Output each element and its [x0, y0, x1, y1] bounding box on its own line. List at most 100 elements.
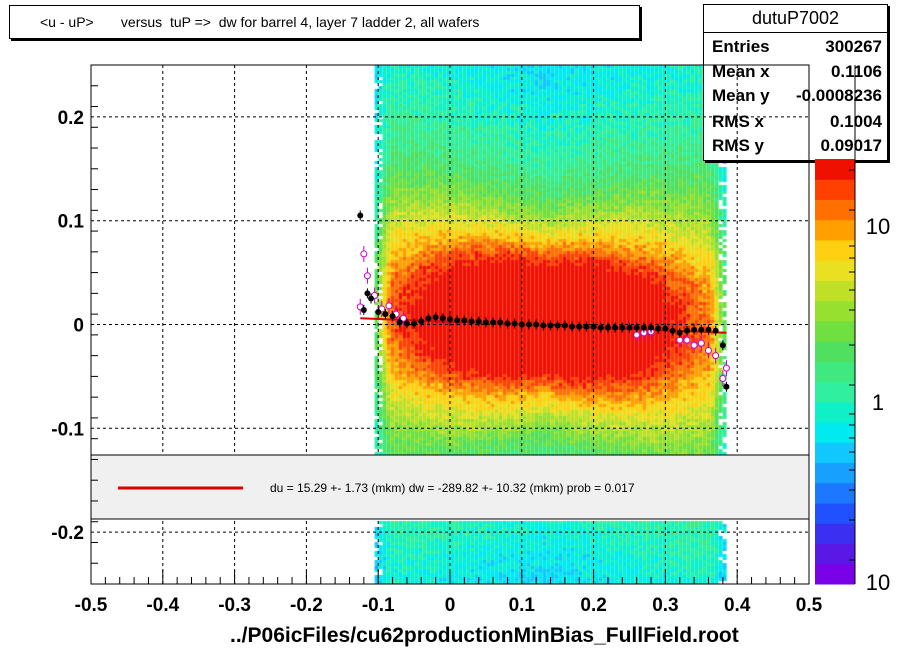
black-point: [454, 317, 461, 324]
black-point: [525, 321, 532, 328]
legend: du = 15.29 +- 1.73 (mkm) dw = -289.82 +-…: [90, 454, 810, 520]
black-point: [576, 323, 583, 330]
magenta-point: [722, 364, 730, 372]
colorbar-segment: [815, 320, 855, 342]
colorbar-segment: [815, 442, 855, 464]
black-point: [518, 321, 525, 328]
black-point: [368, 295, 375, 302]
black-point: [590, 323, 597, 330]
black-point: [418, 318, 425, 325]
black-point: [439, 315, 446, 322]
colorbar-segment: [815, 159, 855, 180]
black-point: [375, 309, 382, 316]
y-tick-label: -0.1: [51, 419, 84, 440]
legend-fit-text: du = 15.29 +- 1.73 (mkm) dw = -289.82 +-…: [270, 481, 635, 495]
plot-title: <u - uP> versus tuP => dw for barrel 4, …: [40, 14, 480, 30]
stats-name: dutuP7002: [751, 8, 840, 28]
black-point: [712, 327, 719, 334]
black-point: [676, 329, 683, 336]
stats-key: Entries: [712, 37, 770, 56]
stats-value: 0.09017: [820, 136, 882, 155]
x-axis-label: ../P06icFiles/cu62productionMinBias_Full…: [230, 624, 739, 647]
data-points: [356, 210, 730, 392]
black-point: [468, 318, 475, 325]
colorbar-segment: [815, 543, 855, 565]
stats-row-rms-y: RMS y 0.09017: [712, 136, 882, 160]
black-point: [411, 320, 418, 327]
stats-key: RMS x: [712, 112, 764, 131]
black-point: [482, 319, 489, 326]
x-tick-label: 0.2: [580, 595, 606, 616]
magenta-point: [399, 314, 407, 322]
black-point: [569, 323, 576, 330]
magenta-point: [633, 331, 641, 339]
stats-divider: [704, 32, 887, 33]
black-point: [619, 324, 626, 331]
colorbar-segment: [815, 503, 855, 524]
black-point: [719, 342, 726, 349]
x-tick-label: 0.4: [724, 595, 751, 616]
stats-value: 300267: [825, 37, 882, 56]
colorbar-segment: [815, 482, 855, 504]
black-point: [626, 324, 633, 331]
stats-value: 0.1004: [830, 112, 882, 131]
black-point: [403, 320, 410, 327]
magenta-point: [704, 346, 712, 354]
stats-key: RMS y: [712, 136, 764, 155]
colorbar-segment: [815, 179, 855, 200]
x-tick-label: -0.5: [75, 595, 108, 616]
stats-value: 0.1106: [830, 62, 882, 81]
colorbar-segment: [815, 523, 855, 545]
x-tick-label: -0.1: [362, 595, 395, 616]
x-axis: -0.5 -0.4 -0.3 -0.2 -0.1 0 0.1 0.2 0.3 0.4 0.5: [75, 570, 823, 616]
black-point: [583, 323, 590, 330]
black-point: [554, 322, 561, 329]
black-point: [691, 326, 698, 333]
stats-value: -0.0008236: [795, 86, 882, 105]
colorbar-segment: [815, 462, 855, 484]
black-point: [382, 311, 389, 318]
colorbar-segment: [815, 260, 855, 281]
colorbar-tick-label: 10: [866, 214, 890, 239]
black-point: [604, 324, 611, 331]
y-axis: -0.2 -0.1 0 0.1 0.2: [51, 64, 98, 585]
black-point: [698, 326, 705, 333]
magenta-point: [712, 352, 720, 360]
black-point: [648, 324, 655, 331]
colorbar-segment: [815, 239, 855, 261]
magenta-point: [690, 341, 698, 349]
y-tick-label: 0.2: [58, 108, 84, 129]
stats-row-entries: Entries 300267: [712, 37, 882, 61]
magenta-point: [697, 339, 705, 347]
black-point: [705, 326, 712, 333]
magenta-point: [385, 302, 393, 310]
black-point: [432, 314, 439, 321]
y-tick-label: 0: [73, 316, 84, 337]
magenta-point: [360, 250, 368, 258]
x-tick-label: -0.4: [146, 595, 179, 616]
x-tick-label: -0.3: [218, 595, 251, 616]
black-point: [669, 327, 676, 334]
colorbar-segment: [815, 341, 855, 362]
colorbar-tick-label: 10: [866, 570, 890, 595]
black-point: [497, 319, 504, 326]
black-point: [389, 313, 396, 320]
y-tick-label: -0.2: [51, 523, 84, 544]
magenta-point: [676, 336, 684, 344]
x-tick-label: 0.3: [652, 595, 678, 616]
stats-row-mean-y: Mean y -0.0008236: [712, 86, 882, 110]
black-point: [612, 324, 619, 331]
magenta-point: [719, 374, 727, 382]
colorbar-segment: [815, 199, 855, 221]
x-tick-label: -0.2: [290, 595, 323, 616]
black-point: [540, 322, 547, 329]
black-point: [511, 320, 518, 327]
colorbar: 1 10 10: [815, 65, 890, 595]
black-point: [547, 322, 554, 329]
magenta-point: [363, 272, 371, 280]
x-tick-label: 0: [445, 595, 456, 616]
stats-box: dutuP7002 Entries 300267 Mean x 0.1106 M…: [703, 4, 888, 161]
black-point: [490, 319, 497, 326]
black-point: [655, 325, 662, 332]
